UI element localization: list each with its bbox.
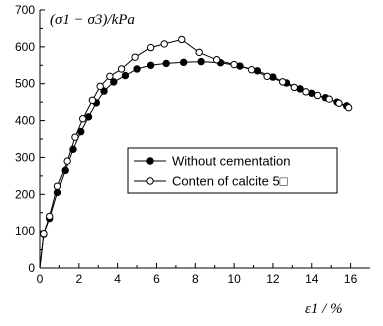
data-point <box>335 99 343 107</box>
data-point <box>117 65 126 73</box>
data-point <box>162 59 170 68</box>
x-tick-label: 16 <box>344 272 358 286</box>
legend: Without cementation Conten of calcite 5□ <box>127 147 338 194</box>
data-point <box>179 58 188 67</box>
y-tick-label: 700 <box>15 3 35 17</box>
series-layer <box>39 35 353 269</box>
legend-swatch-marker <box>146 157 154 165</box>
data-point <box>106 72 114 81</box>
data-point <box>131 53 139 61</box>
y-ticks: 0 100 200 300 400 500 600 700 <box>15 3 45 275</box>
data-point <box>100 87 108 95</box>
x-tick-label: 0 <box>37 272 44 286</box>
data-point <box>96 82 104 90</box>
data-point <box>290 83 298 92</box>
series <box>39 35 353 269</box>
data-point <box>88 96 97 105</box>
legend-label: Without cementation <box>172 154 291 169</box>
y-tick-label: 500 <box>15 77 35 91</box>
data-point <box>40 230 48 238</box>
data-point <box>178 35 186 44</box>
legend-label: Conten of calcite 5□ <box>172 174 288 189</box>
x-tick-label: 6 <box>153 272 160 286</box>
x-tick-label: 14 <box>305 272 319 286</box>
data-point <box>344 103 353 112</box>
x-tick-label: 12 <box>266 272 280 286</box>
data-point <box>71 133 79 141</box>
legend-swatch-marker <box>146 177 154 185</box>
data-point <box>195 48 203 57</box>
x-tick-label: 2 <box>75 272 82 286</box>
data-point <box>197 57 205 66</box>
data-point <box>313 91 322 100</box>
data-point <box>278 78 287 86</box>
plot-frame <box>39 10 370 269</box>
data-point <box>121 71 130 80</box>
y-tick-label: 400 <box>15 114 35 128</box>
x-tick-label: 8 <box>192 272 199 286</box>
x-axis-title: ε1 / % <box>305 301 343 317</box>
x-tick-label: 4 <box>114 272 121 286</box>
y-axis-title: (σ1 − σ3)/kPa <box>50 12 135 28</box>
data-point <box>160 40 168 48</box>
y-tick-label: 300 <box>15 150 35 164</box>
data-point <box>79 115 87 123</box>
y-tick-label: 200 <box>15 187 35 201</box>
data-point <box>46 212 54 221</box>
data-point <box>247 66 256 74</box>
y-tick-label: 0 <box>28 261 35 275</box>
data-point <box>146 61 155 69</box>
x-ticks: 0 2 4 6 8 10 12 14 16 <box>37 263 358 286</box>
data-point <box>133 65 141 73</box>
data-point <box>146 43 155 52</box>
data-point <box>212 56 221 64</box>
y-tick-label: 100 <box>15 224 35 238</box>
data-point <box>63 157 71 165</box>
data-point <box>302 88 310 96</box>
legend-box <box>127 147 338 194</box>
data-point <box>53 182 62 190</box>
data-point <box>263 72 271 81</box>
data-point <box>325 95 333 103</box>
x-tick-label: 10 <box>227 272 241 286</box>
y-tick-label: 600 <box>15 40 35 54</box>
data-point <box>110 78 118 86</box>
data-point <box>230 60 238 69</box>
